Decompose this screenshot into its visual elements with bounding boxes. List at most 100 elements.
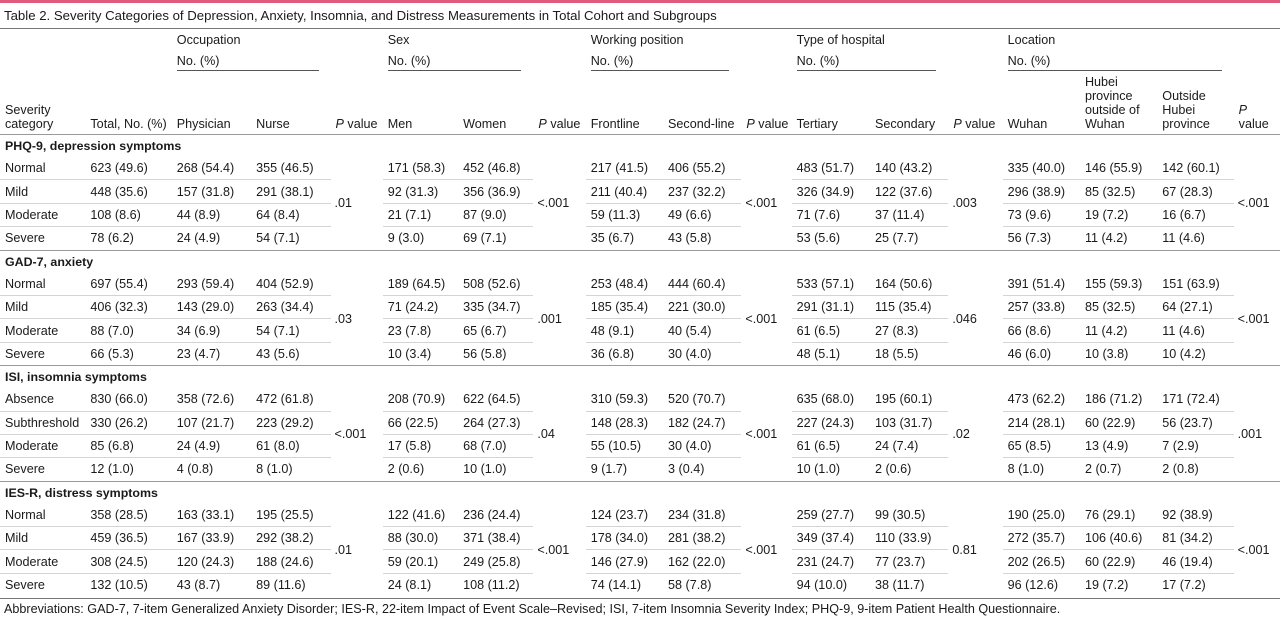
col-men: Men: [387, 117, 413, 131]
value-cell: 27 (8.3): [869, 318, 949, 343]
table-row: Severe 66 (5.3) 23 (4.7) 43 (5.6) 10 (3.4) 56…: [0, 342, 1280, 365]
value-cell: 74 (14.1): [590, 578, 642, 593]
value-cell: 188 (24.6): [251, 549, 331, 574]
table-row: Mild 459 (36.5) 167 (33.9) 292 (38.2) 88 (30…: [0, 526, 1280, 551]
group-sex: Sex: [387, 33, 410, 47]
value-cell: 151 (63.9): [1157, 272, 1234, 296]
value-cell: 483 (51.7): [791, 157, 870, 181]
value-cell: 58 (7.8): [668, 578, 712, 593]
value-cell: 36 (6.8): [590, 346, 635, 361]
col-outside-hubei: Outside Hubei province: [1162, 89, 1210, 131]
value-cell: 66 (22.5): [382, 411, 459, 435]
value-cell: 16 (6.7): [1157, 203, 1234, 228]
value-cell: 76 (29.1): [1079, 503, 1158, 528]
value-cell: 30 (4.0): [663, 434, 742, 459]
value-cell: 140 (43.2): [869, 157, 949, 181]
severity-cell: Severe: [5, 231, 45, 246]
value-cell: 59 (20.1): [382, 549, 459, 574]
value-cell: 71 (7.6): [791, 203, 870, 228]
group-type-of-hospital: Type of hospital: [796, 33, 885, 47]
col-total: Total, No. (%): [90, 117, 167, 131]
value-cell: 40 (5.4): [663, 318, 742, 343]
accent-bar: [0, 0, 1280, 3]
p-value-cell: <.001: [745, 427, 778, 442]
value-cell: 349 (37.4): [791, 526, 870, 551]
value-cell: 167 (33.9): [171, 526, 252, 551]
value-cell: 10 (1.0): [463, 462, 507, 477]
severity-cell: Severe: [5, 462, 45, 477]
value-cell: 61 (6.5): [791, 318, 870, 343]
value-cell: 8 (1.0): [256, 462, 293, 477]
table-row: Mild 406 (32.3) 143 (29.0) 263 (34.4) 71 (24…: [0, 295, 1280, 320]
value-cell: 56 (5.8): [463, 346, 507, 361]
value-cell: 67 (28.3): [1157, 179, 1234, 204]
value-cell: 10 (3.8): [1084, 346, 1129, 361]
value-cell: 56 (23.7): [1157, 411, 1234, 435]
value-cell: 23 (4.7): [176, 346, 221, 361]
value-cell: 237 (32.2): [663, 179, 742, 204]
value-cell: 2 (0.8): [1162, 462, 1199, 477]
value-cell: 44 (8.9): [171, 203, 252, 228]
value-cell: 43 (5.8): [668, 231, 712, 246]
section-header: IES-R, distress symptoms: [0, 480, 1280, 504]
severity-cell: Normal: [0, 503, 86, 528]
col-p-value-location: P value: [1238, 103, 1269, 131]
value-cell: 335 (34.7): [458, 295, 534, 320]
value-cell: 23 (7.8): [382, 318, 459, 343]
no-pct-hospital: No. (%): [796, 54, 937, 71]
section-header: PHQ-9, depression symptoms: [0, 134, 1280, 157]
value-cell: 178 (34.0): [585, 526, 664, 551]
value-cell: 221 (30.0): [663, 295, 742, 320]
value-cell: 155 (59.3): [1079, 272, 1158, 296]
table-row: Moderate 88 (7.0) 34 (6.9) 54 (7.1) 23 (7.8)…: [0, 318, 1280, 343]
value-cell: 24 (4.9): [176, 231, 221, 246]
group-occupation: Occupation: [176, 33, 241, 47]
col-women: Women: [463, 117, 507, 131]
value-cell: 87 (9.0): [458, 203, 534, 228]
value-cell: 622 (64.5): [458, 388, 534, 412]
severity-cell: Severe: [5, 346, 45, 361]
value-cell: 66 (8.6): [1002, 318, 1080, 343]
value-cell: 143 (29.0): [171, 295, 252, 320]
p-value-cell: .03: [334, 311, 353, 326]
value-cell: 358 (28.5): [85, 503, 172, 528]
value-cell: 10 (1.0): [796, 462, 841, 477]
value-cell: 9 (3.0): [387, 231, 425, 246]
value-cell: 48 (5.1): [796, 346, 841, 361]
value-cell: 391 (51.4): [1002, 272, 1080, 296]
col-hubei-outside-wuhan: Hubei province outside of Wuhan: [1084, 75, 1140, 131]
value-cell: 356 (36.9): [458, 179, 534, 204]
value-cell: 11 (4.2): [1084, 231, 1128, 246]
col-p-value-position: P value: [746, 117, 789, 131]
section-title: IES-R, distress symptoms: [0, 480, 1280, 504]
value-cell: 208 (70.9): [382, 388, 459, 412]
no-pct-sex: No. (%): [387, 54, 522, 71]
col-p-value-occupation: P value: [335, 117, 378, 131]
value-cell: 162 (22.0): [663, 549, 742, 574]
results-table: Occupation Sex Working position Type of …: [0, 29, 1280, 596]
value-cell: 122 (41.6): [382, 503, 459, 528]
value-cell: 623 (49.6): [85, 157, 172, 181]
col-p-value-sex: P value: [538, 117, 581, 131]
value-cell: 30 (4.0): [668, 346, 712, 361]
value-cell: 13 (4.9): [1079, 434, 1158, 459]
p-value-cell: .01: [334, 542, 353, 557]
value-cell: 12 (1.0): [90, 462, 134, 477]
value-cell: 249 (25.8): [458, 549, 534, 574]
value-cell: 65 (6.7): [458, 318, 534, 343]
value-cell: 223 (29.2): [251, 411, 331, 435]
value-cell: 146 (27.9): [585, 549, 664, 574]
value-cell: 106 (40.6): [1079, 526, 1158, 551]
value-cell: 108 (8.6): [85, 203, 172, 228]
value-cell: 19 (7.2): [1079, 203, 1158, 228]
value-cell: 355 (46.5): [251, 157, 331, 181]
value-cell: 85 (32.5): [1079, 179, 1158, 204]
group-location: Location: [1007, 33, 1056, 47]
value-cell: 404 (52.9): [251, 272, 331, 296]
value-cell: 11 (4.6): [1157, 318, 1234, 343]
value-cell: 60 (22.9): [1079, 411, 1158, 435]
p-value-cell: <.001: [537, 196, 570, 211]
value-cell: 217 (41.5): [585, 157, 664, 181]
value-cell: 508 (52.6): [458, 272, 534, 296]
value-cell: 520 (70.7): [663, 388, 742, 412]
